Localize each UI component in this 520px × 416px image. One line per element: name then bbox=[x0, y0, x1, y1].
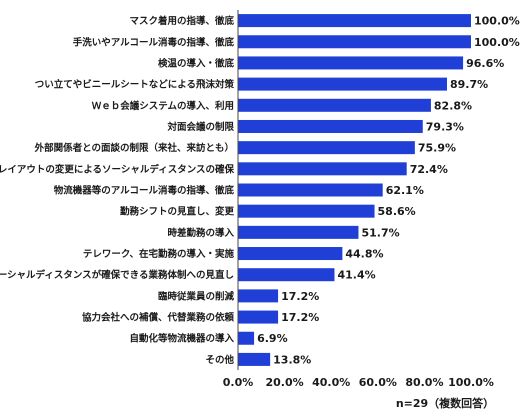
value-label-5: 79.3% bbox=[426, 120, 464, 133]
x-tick-label-4: 80.0% bbox=[405, 376, 443, 389]
sample-note: n=29（複数回答） bbox=[396, 396, 494, 410]
category-label-11: テレワーク、在宅勤務の導入・実施 bbox=[83, 248, 235, 260]
bar-5 bbox=[238, 119, 423, 133]
value-label-12: 41.4% bbox=[337, 269, 375, 282]
category-label-5: 対面会議の制限 bbox=[166, 121, 234, 133]
category-label-14: 協力会社への補償、代替業務の依頼 bbox=[82, 312, 235, 324]
bar-7 bbox=[238, 162, 407, 176]
x-tick-label-3: 60.0% bbox=[359, 376, 397, 389]
bar-14 bbox=[238, 310, 279, 324]
x-tick-label-2: 40.0% bbox=[312, 376, 350, 389]
category-label-15: 自動化等物流機器の導入 bbox=[129, 333, 234, 345]
bar-2 bbox=[238, 56, 464, 70]
bar-16 bbox=[238, 352, 271, 366]
bar-3 bbox=[238, 77, 447, 91]
bar-13 bbox=[238, 289, 279, 303]
bar-1 bbox=[238, 35, 471, 49]
bar-0 bbox=[238, 14, 471, 28]
bar-8 bbox=[238, 183, 383, 197]
category-label-3: つい立てやビニールシートなどによる飛沫対策 bbox=[35, 79, 235, 91]
bar-15 bbox=[238, 331, 255, 345]
category-label-13: 臨時従業員の削減 bbox=[158, 290, 235, 302]
value-label-14: 17.2% bbox=[281, 311, 319, 324]
bar-6 bbox=[238, 141, 415, 155]
value-label-0: 100.0% bbox=[474, 15, 520, 28]
bar-10 bbox=[238, 225, 359, 239]
bar-12 bbox=[238, 268, 335, 282]
value-label-11: 44.8% bbox=[345, 248, 383, 261]
category-label-4: Ｗｅｂ会議システムの導入、利用 bbox=[92, 100, 234, 112]
category-label-2: 検温の導入・徹底 bbox=[158, 57, 235, 69]
value-label-16: 13.8% bbox=[273, 353, 311, 366]
x-tick-label-1: 20.0% bbox=[266, 376, 304, 389]
category-label-16: その他 bbox=[205, 354, 234, 366]
value-labels-group: 100.0% 100.0% 96.6% 89.7% 82.8% 79.3% 75.9% 72.… bbox=[257, 15, 520, 367]
category-labels-group: マスク着用の指導、徹底手洗いやアルコール消毒の指導、徹底検温の導入・徹底つい立て… bbox=[0, 15, 234, 366]
category-label-1: 手洗いやアルコール消毒の指導、徹底 bbox=[73, 36, 235, 48]
bar-11 bbox=[238, 247, 343, 261]
value-label-7: 72.4% bbox=[410, 163, 448, 176]
category-label-8: 物流機器等のアルコール消毒の指導、徹底 bbox=[54, 185, 235, 197]
x-tick-label-0: 0.0% bbox=[223, 376, 254, 389]
category-label-10: 時差勤務の導入 bbox=[167, 227, 234, 239]
value-label-2: 96.6% bbox=[466, 57, 504, 70]
bars-group bbox=[238, 14, 471, 366]
category-label-7: 事務所内の座席レイアウトの変更によるソーシャルディスタンスの確保 bbox=[0, 163, 234, 175]
value-label-9: 58.6% bbox=[378, 205, 416, 218]
value-label-15: 6.9% bbox=[257, 332, 288, 345]
x-tick-labels-group: 0.0% 20.0% 40.0% 60.0% 80.0% 100.0% bbox=[223, 376, 494, 389]
value-label-4: 82.8% bbox=[434, 99, 472, 112]
category-label-0: マスク着用の指導、徹底 bbox=[129, 15, 234, 27]
value-label-13: 17.2% bbox=[281, 290, 319, 303]
category-label-6: 外部関係者との面談の制限（来社、来訪とも） bbox=[34, 142, 234, 154]
value-label-3: 89.7% bbox=[450, 78, 488, 91]
category-label-12: 非接触やソーシャルディスタンスが確保できる業務体制への見直し bbox=[0, 269, 234, 281]
x-tick-label-5: 100.0% bbox=[448, 376, 494, 389]
value-label-8: 62.1% bbox=[386, 184, 424, 197]
value-label-10: 51.7% bbox=[361, 226, 399, 239]
value-label-6: 75.9% bbox=[418, 142, 456, 155]
category-label-9: 勤務シフトの見直し、変更 bbox=[120, 206, 235, 218]
value-label-1: 100.0% bbox=[474, 36, 520, 49]
bar-4 bbox=[238, 98, 431, 112]
bar-9 bbox=[238, 204, 375, 218]
